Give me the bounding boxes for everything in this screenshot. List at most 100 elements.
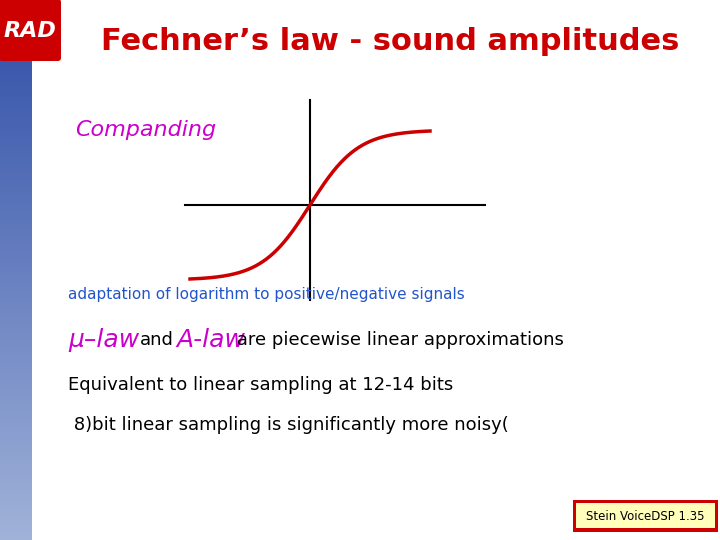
Bar: [0, 146, 32, 148]
Bar: [0, 81, 32, 84]
Text: adaptation of logarithm to positive/negative signals: adaptation of logarithm to positive/nega…: [68, 287, 464, 302]
Bar: [0, 97, 32, 100]
Bar: [0, 213, 32, 216]
Bar: [0, 8, 32, 11]
Bar: [0, 197, 32, 200]
Bar: [0, 221, 32, 224]
Bar: [0, 351, 32, 354]
Bar: [0, 518, 32, 521]
Bar: [0, 267, 32, 270]
Bar: [0, 140, 32, 143]
Bar: [0, 327, 32, 329]
Bar: [0, 43, 32, 46]
Bar: [0, 494, 32, 497]
Bar: [0, 22, 32, 24]
Bar: [0, 405, 32, 408]
Bar: [0, 27, 32, 30]
Bar: [0, 505, 32, 508]
Text: Equivalent to linear sampling at 12-14 bits: Equivalent to linear sampling at 12-14 b…: [68, 376, 454, 394]
Bar: [0, 491, 32, 494]
Bar: [0, 51, 32, 54]
Bar: [0, 154, 32, 157]
Bar: [0, 421, 32, 424]
Bar: [0, 310, 32, 313]
Bar: [0, 375, 32, 378]
Text: Companding: Companding: [75, 120, 216, 140]
Bar: [0, 535, 32, 537]
Bar: [0, 151, 32, 154]
Bar: [0, 402, 32, 405]
Bar: [0, 238, 32, 240]
Bar: [0, 418, 32, 421]
Bar: [0, 54, 32, 57]
Bar: [0, 108, 32, 111]
Bar: [0, 122, 32, 124]
Bar: [0, 173, 32, 176]
Bar: [0, 3, 32, 5]
Bar: [0, 157, 32, 159]
Bar: [0, 76, 32, 78]
Bar: [0, 432, 32, 435]
Bar: [0, 165, 32, 167]
Bar: [0, 113, 32, 116]
Bar: [0, 486, 32, 489]
Bar: [0, 167, 32, 170]
Bar: [0, 73, 32, 76]
Bar: [0, 70, 32, 73]
Bar: [0, 178, 32, 181]
Bar: [0, 143, 32, 146]
Bar: [0, 316, 32, 319]
Bar: [0, 513, 32, 516]
Bar: [0, 378, 32, 381]
Bar: [0, 57, 32, 59]
Bar: [0, 451, 32, 454]
Bar: [0, 416, 32, 418]
Bar: [0, 159, 32, 162]
Bar: [0, 389, 32, 392]
Bar: [0, 526, 32, 529]
Bar: [0, 132, 32, 135]
Bar: [0, 292, 32, 294]
Bar: [0, 162, 32, 165]
Bar: [0, 278, 32, 281]
Bar: [0, 332, 32, 335]
Bar: [0, 381, 32, 383]
Bar: [0, 537, 32, 540]
Bar: [0, 364, 32, 367]
Bar: [0, 481, 32, 483]
Bar: [0, 62, 32, 65]
Bar: [0, 243, 32, 246]
Bar: [0, 130, 32, 132]
Bar: [0, 462, 32, 464]
Bar: [0, 248, 32, 251]
Bar: [0, 410, 32, 413]
Bar: [0, 424, 32, 427]
Bar: [0, 116, 32, 119]
Bar: [0, 30, 32, 32]
Bar: [0, 467, 32, 470]
Bar: [0, 216, 32, 219]
Bar: [0, 270, 32, 273]
Bar: [0, 524, 32, 526]
Bar: [0, 138, 32, 140]
Bar: [0, 284, 32, 286]
Bar: [0, 189, 32, 192]
Bar: [0, 483, 32, 486]
Bar: [0, 240, 32, 243]
Bar: [0, 211, 32, 213]
Text: A-law: A-law: [176, 328, 245, 352]
Bar: [0, 440, 32, 443]
Bar: [0, 224, 32, 227]
Bar: [0, 294, 32, 297]
Bar: [0, 275, 32, 278]
Bar: [0, 259, 32, 262]
Bar: [0, 446, 32, 448]
Bar: [0, 300, 32, 302]
Bar: [0, 262, 32, 265]
Bar: [0, 373, 32, 375]
Bar: [0, 202, 32, 205]
Bar: [0, 24, 32, 27]
Bar: [0, 246, 32, 248]
Bar: [0, 354, 32, 356]
Bar: [0, 510, 32, 513]
